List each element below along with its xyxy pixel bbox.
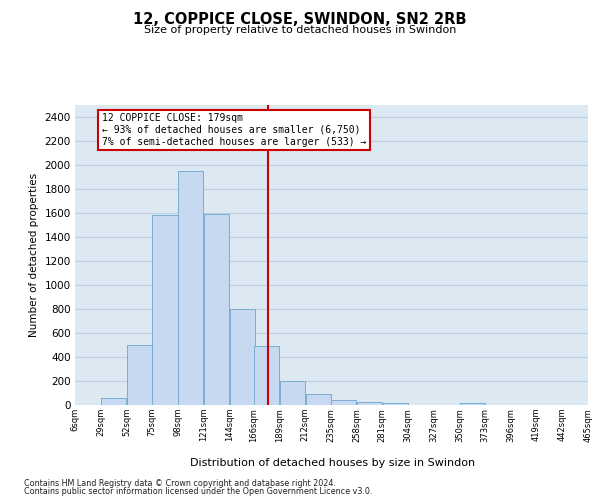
Bar [280,381,305,405]
Bar [204,214,229,405]
Bar [101,398,126,405]
Y-axis label: Number of detached properties: Number of detached properties [29,173,39,337]
Text: Size of property relative to detached houses in Swindon: Size of property relative to detached ho… [144,25,456,35]
Bar [230,309,254,405]
Text: Distribution of detached houses by size in Swindon: Distribution of detached houses by size … [190,458,476,468]
Text: 12, COPPICE CLOSE, SWINDON, SN2 2RB: 12, COPPICE CLOSE, SWINDON, SN2 2RB [133,12,467,28]
Bar [383,402,408,405]
Text: Contains public sector information licensed under the Open Government Licence v3: Contains public sector information licen… [24,487,373,496]
Bar [152,216,178,405]
Bar [460,403,485,405]
Text: 12 COPPICE CLOSE: 179sqm
← 93% of detached houses are smaller (6,750)
7% of semi: 12 COPPICE CLOSE: 179sqm ← 93% of detach… [102,114,366,146]
Bar [254,346,279,405]
Bar [178,171,203,405]
Bar [305,394,331,405]
Bar [331,400,356,405]
Bar [127,345,152,405]
Bar [357,402,382,405]
Text: Contains HM Land Registry data © Crown copyright and database right 2024.: Contains HM Land Registry data © Crown c… [24,479,336,488]
